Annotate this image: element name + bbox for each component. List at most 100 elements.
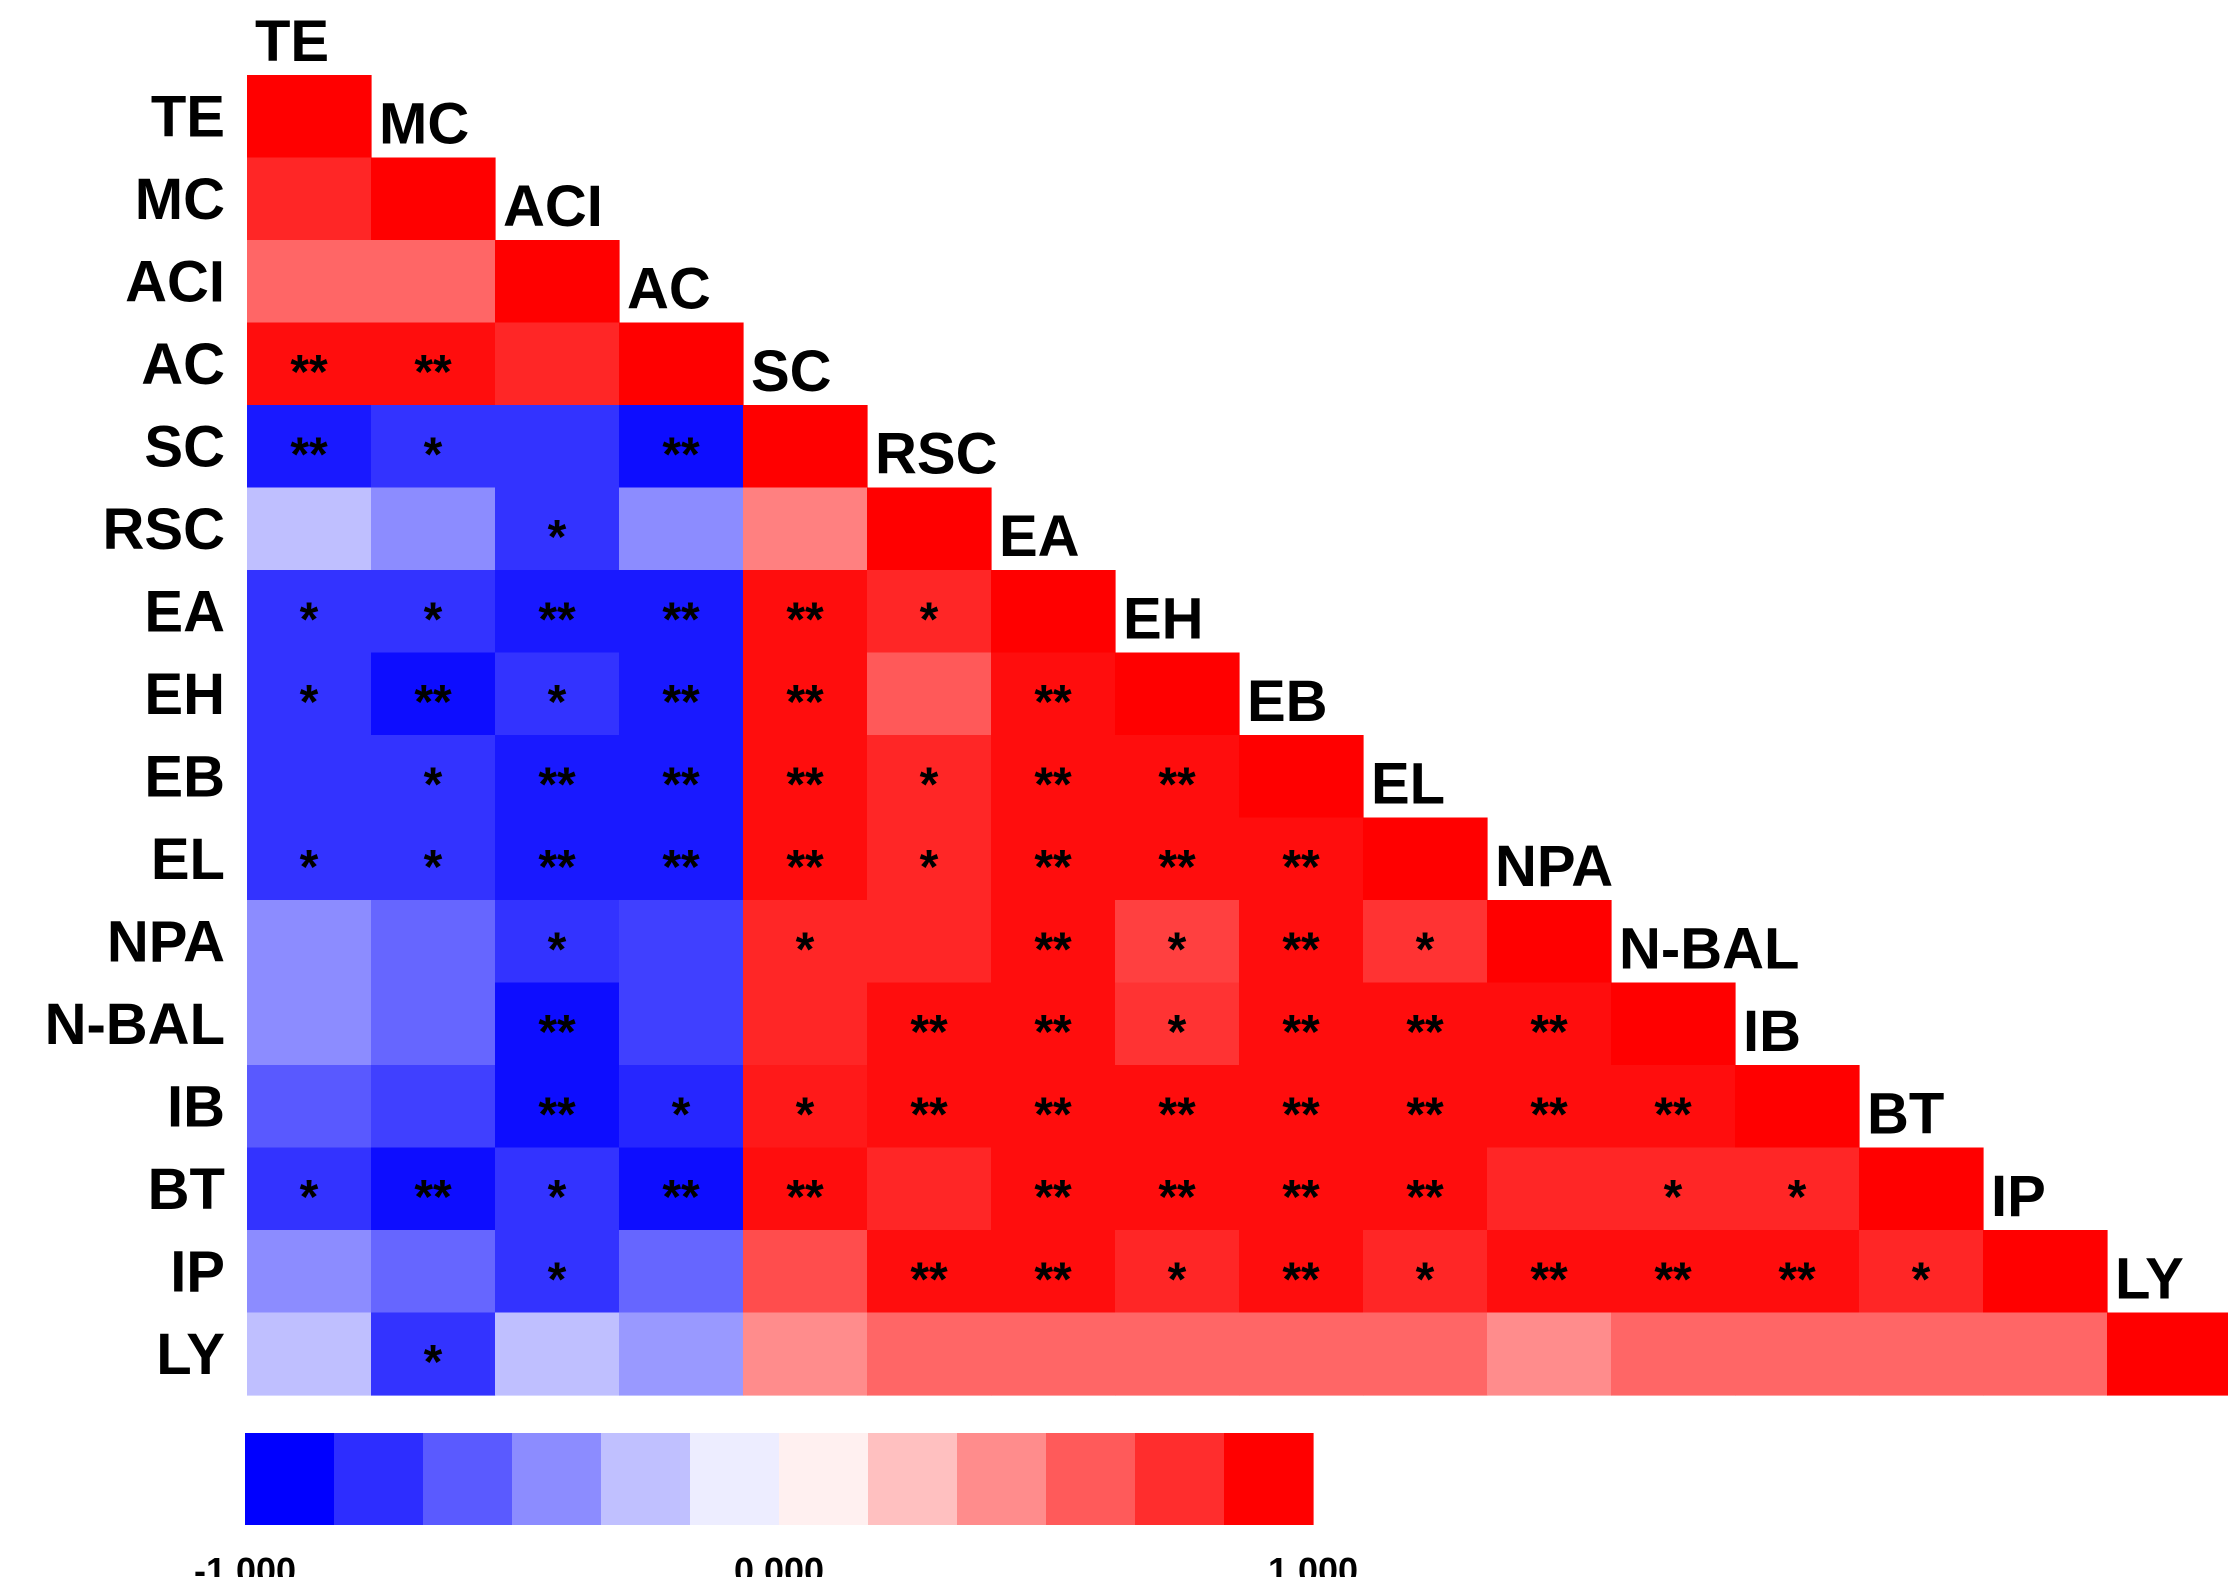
heatmap-cell-mc-mc xyxy=(371,157,496,241)
heatmap-cell-ea-ea xyxy=(991,570,1116,654)
significance-marker: ** xyxy=(538,758,576,811)
heatmap-cell-ib-eb xyxy=(1239,1065,1364,1149)
colorbar-segment xyxy=(957,1433,1047,1525)
heatmap-cell-el-mc xyxy=(371,817,496,901)
heatmap-cell-ip-ip xyxy=(1983,1230,2108,1314)
heatmap-cell-n-bal-mc xyxy=(371,982,496,1066)
significance-marker: * xyxy=(548,923,567,976)
heatmap-cell-ib-aci xyxy=(495,1065,620,1149)
significance-marker: ** xyxy=(910,1253,948,1306)
heatmap-cell-rsc-te xyxy=(247,487,372,571)
row-label-ac: AC xyxy=(141,332,225,397)
heatmap-cell-el-eh xyxy=(1115,817,1240,901)
row-label-te: TE xyxy=(151,84,225,149)
heatmap-cell-ip-eh xyxy=(1115,1230,1240,1314)
heatmap-cell-npa-ea xyxy=(991,900,1116,984)
heatmap-cell-rsc-mc xyxy=(371,487,496,571)
significance-marker: * xyxy=(1168,1006,1187,1059)
heatmap-cell-ly-npa xyxy=(1487,1312,1612,1396)
significance-marker: * xyxy=(424,841,443,894)
heatmap-cell-bt-sc xyxy=(743,1147,868,1231)
heatmap-cell-ly-bt xyxy=(1859,1312,1984,1396)
heatmap-cell-ip-ib xyxy=(1735,1230,1860,1314)
significance-marker: * xyxy=(920,593,939,646)
heatmap-cell-npa-ac xyxy=(619,900,744,984)
heatmap-cell-eb-eb xyxy=(1239,735,1364,819)
significance-marker: * xyxy=(1912,1253,1931,1306)
significance-marker: ** xyxy=(662,428,700,481)
heatmap-cell-ly-n-bal xyxy=(1611,1312,1736,1396)
heatmap-cell-npa-rsc xyxy=(867,900,992,984)
heatmap-cell-eh-aci xyxy=(495,652,620,736)
heatmap-cell-ly-aci xyxy=(495,1312,620,1396)
row-label-eh: EH xyxy=(144,662,225,727)
heatmap-cell-ib-eh xyxy=(1115,1065,1240,1149)
row-label-n-bal: N-BAL xyxy=(45,992,225,1057)
significance-marker: ** xyxy=(786,676,824,729)
colorbar-segment xyxy=(423,1433,513,1525)
column-label-rsc: RSC xyxy=(875,422,997,487)
heatmap-cell-ip-npa xyxy=(1487,1230,1612,1314)
heatmap-cell-ac-ac xyxy=(619,322,744,406)
heatmap-cell-ly-ib xyxy=(1735,1312,1860,1396)
heatmap-cell-el-sc xyxy=(743,817,868,901)
heatmap-cell-el-el xyxy=(1363,817,1488,901)
heatmap-cell-ib-rsc xyxy=(867,1065,992,1149)
significance-marker: * xyxy=(920,758,939,811)
heatmap-cell-ac-aci xyxy=(495,322,620,406)
column-label-npa: NPA xyxy=(1495,834,1613,899)
significance-marker: * xyxy=(1416,923,1435,976)
significance-marker: ** xyxy=(662,758,700,811)
significance-marker: * xyxy=(548,1253,567,1306)
heatmap-cell-ib-ib xyxy=(1735,1065,1860,1149)
significance-marker: ** xyxy=(1282,1253,1320,1306)
significance-marker: ** xyxy=(786,1171,824,1224)
heatmap-cell-el-eb xyxy=(1239,817,1364,901)
heatmap-cell-eb-rsc xyxy=(867,735,992,819)
heatmap-cell-eh-sc xyxy=(743,652,868,736)
heatmap-cell-sc-mc xyxy=(371,405,496,489)
column-label-te: TE xyxy=(255,9,329,74)
row-label-ib: IB xyxy=(167,1074,225,1139)
heatmap-cell-ip-n-bal xyxy=(1611,1230,1736,1314)
column-label-ip: IP xyxy=(1991,1164,2046,1229)
significance-marker: ** xyxy=(662,676,700,729)
heatmap-cell-bt-eh xyxy=(1115,1147,1240,1231)
colorbar-segment xyxy=(1224,1433,1314,1525)
colorbar-segment xyxy=(601,1433,691,1525)
significance-marker: ** xyxy=(1034,1088,1072,1141)
heatmap-cell-eb-ea xyxy=(991,735,1116,819)
significance-marker: * xyxy=(920,841,939,894)
heatmap-cell-ly-mc xyxy=(371,1312,496,1396)
heatmap-cell-bt-te xyxy=(247,1147,372,1231)
significance-marker: ** xyxy=(1282,923,1320,976)
heatmap-cell-rsc-ac xyxy=(619,487,744,571)
heatmap-cell-n-bal-sc xyxy=(743,982,868,1066)
significance-marker: * xyxy=(424,428,443,481)
significance-marker: ** xyxy=(786,841,824,894)
column-label-sc: SC xyxy=(751,339,832,404)
heatmap-cell-npa-el xyxy=(1363,900,1488,984)
significance-marker: ** xyxy=(1406,1171,1444,1224)
row-label-mc: MC xyxy=(135,167,225,232)
row-label-ly: LY xyxy=(156,1322,225,1387)
row-label-aci: ACI xyxy=(125,249,225,314)
significance-marker: * xyxy=(300,593,319,646)
heatmap-cell-ip-aci xyxy=(495,1230,620,1314)
colorbar-segment xyxy=(690,1433,780,1525)
colorbar-tick-label: 0.000 xyxy=(734,1550,824,1577)
significance-marker: * xyxy=(1168,1253,1187,1306)
heatmap-cell-ib-te xyxy=(247,1065,372,1149)
significance-marker: * xyxy=(796,923,815,976)
heatmap-cell-ib-npa xyxy=(1487,1065,1612,1149)
significance-marker: ** xyxy=(910,1088,948,1141)
heatmap-cell-ac-te xyxy=(247,322,372,406)
significance-marker: ** xyxy=(1034,676,1072,729)
heatmap-cell-ly-rsc xyxy=(867,1312,992,1396)
heatmap-cell-aci-te xyxy=(247,240,372,324)
heatmap-cell-ib-el xyxy=(1363,1065,1488,1149)
heatmap-cell-eh-ac xyxy=(619,652,744,736)
heatmap-cell-n-bal-ac xyxy=(619,982,744,1066)
row-label-ea: EA xyxy=(144,579,225,644)
heatmap-cell-ip-ea xyxy=(991,1230,1116,1314)
